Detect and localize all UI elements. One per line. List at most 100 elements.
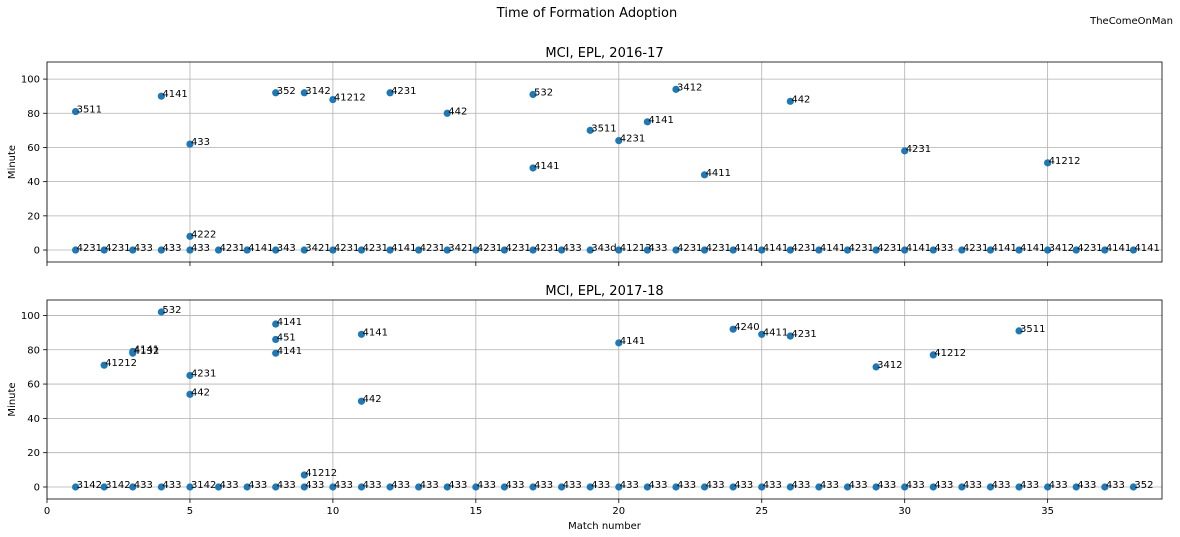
data-label: 442 [448,106,467,117]
data-label: 433 [162,480,181,491]
data-label: 433 [934,243,953,254]
chart-title: MCI, EPL, 2017-18 [545,284,663,299]
data-point [1072,483,1080,491]
data-point [872,483,880,491]
data-point [758,330,766,338]
data-point [872,246,880,254]
data-point [500,483,509,491]
data-label: 433 [877,480,896,491]
data-label: 4141 [162,89,187,100]
data-point [329,483,337,491]
y-tick-label: 80 [27,109,40,120]
data-point [329,96,337,104]
y-tick-label: 60 [27,143,40,154]
data-point [443,109,451,117]
data-label: 4231 [963,243,988,254]
y-tick-label: 100 [21,311,40,322]
data-point [100,361,108,369]
data-point [929,483,937,491]
data-point [1072,246,1080,254]
data-label: 41212 [334,93,366,104]
data-label: 442 [362,394,381,405]
axes-frame [46,61,1163,263]
data-point [615,339,623,347]
data-point [129,246,137,254]
data-label: 4141 [362,327,387,338]
x-tick-label: 20 [612,506,625,517]
data-label: 4141 [248,243,273,254]
data-label: 4411 [763,327,788,338]
data-point [415,246,423,254]
y-tick-label: 40 [27,177,40,188]
data-point [71,246,80,254]
data-point [558,246,566,254]
data-point [243,246,251,254]
data-label: 3511 [1020,324,1045,335]
data-point [300,471,308,479]
data-point [186,483,194,491]
data-point [1101,246,1109,254]
data-point [186,390,194,398]
data-point [272,349,280,357]
data-point [758,246,766,254]
y-axis-label: Minute [7,145,18,179]
data-point [586,126,594,134]
data-point [901,483,909,491]
data-label: 3142 [305,86,330,97]
data-label: 4231 [706,243,731,254]
data-point [214,483,223,491]
data-label: 4231 [906,144,931,155]
data-point [872,363,880,371]
data-label: 3412 [677,82,702,93]
data-point [415,483,423,491]
y-tick-label: 80 [27,345,40,356]
data-label: 433 [1077,480,1096,491]
data-label: 4141 [734,243,759,254]
data-label: 433 [791,480,810,491]
data-label: 4231 [391,86,416,97]
data-point [700,171,709,179]
data-label: 433 [134,480,153,491]
data-label: 4231 [191,368,216,379]
data-point [157,483,165,491]
data-label: 433 [906,480,925,491]
data-label: 3421 [448,243,473,254]
data-label: 4231 [677,243,702,254]
x-axis-label: Match number [568,521,642,532]
data-point [443,246,451,254]
data-label: 4141 [277,317,302,328]
data-label: 433 [420,480,439,491]
data-point [958,246,966,254]
data-point [786,332,794,340]
data-label: 433 [1106,480,1125,491]
data-label: 442 [191,387,210,398]
watermark-text: TheComeOnMan [1089,16,1173,27]
data-point [129,483,137,491]
data-point [786,483,794,491]
data-point [958,483,966,491]
y-tick-label: 20 [27,211,40,222]
y-tick-label: 20 [27,448,40,459]
data-point [1129,483,1138,491]
data-point [901,147,909,155]
data-label: 4141 [277,346,302,357]
data-label: 433 [991,480,1010,491]
data-point [157,308,165,316]
data-point [643,118,651,126]
data-point [700,246,709,254]
data-label: 433 [305,480,324,491]
data-point [529,483,537,491]
data-label: 433 [362,480,381,491]
chart-panel-2016-17: 0 20 40 60 80 100 MCI, EPL, 2016-17 Minute 3511 4… [7,46,1163,266]
data-point [472,246,480,254]
data-point [529,164,537,172]
data-point [357,483,366,491]
data-label: 352 [277,86,296,97]
data-point [186,232,194,240]
data-point [1015,483,1023,491]
data-label: 4231 [791,243,816,254]
data-point [500,246,509,254]
data-label: 433 [162,243,181,254]
data-label: 433 [191,243,210,254]
data-label: 433 [334,480,353,491]
